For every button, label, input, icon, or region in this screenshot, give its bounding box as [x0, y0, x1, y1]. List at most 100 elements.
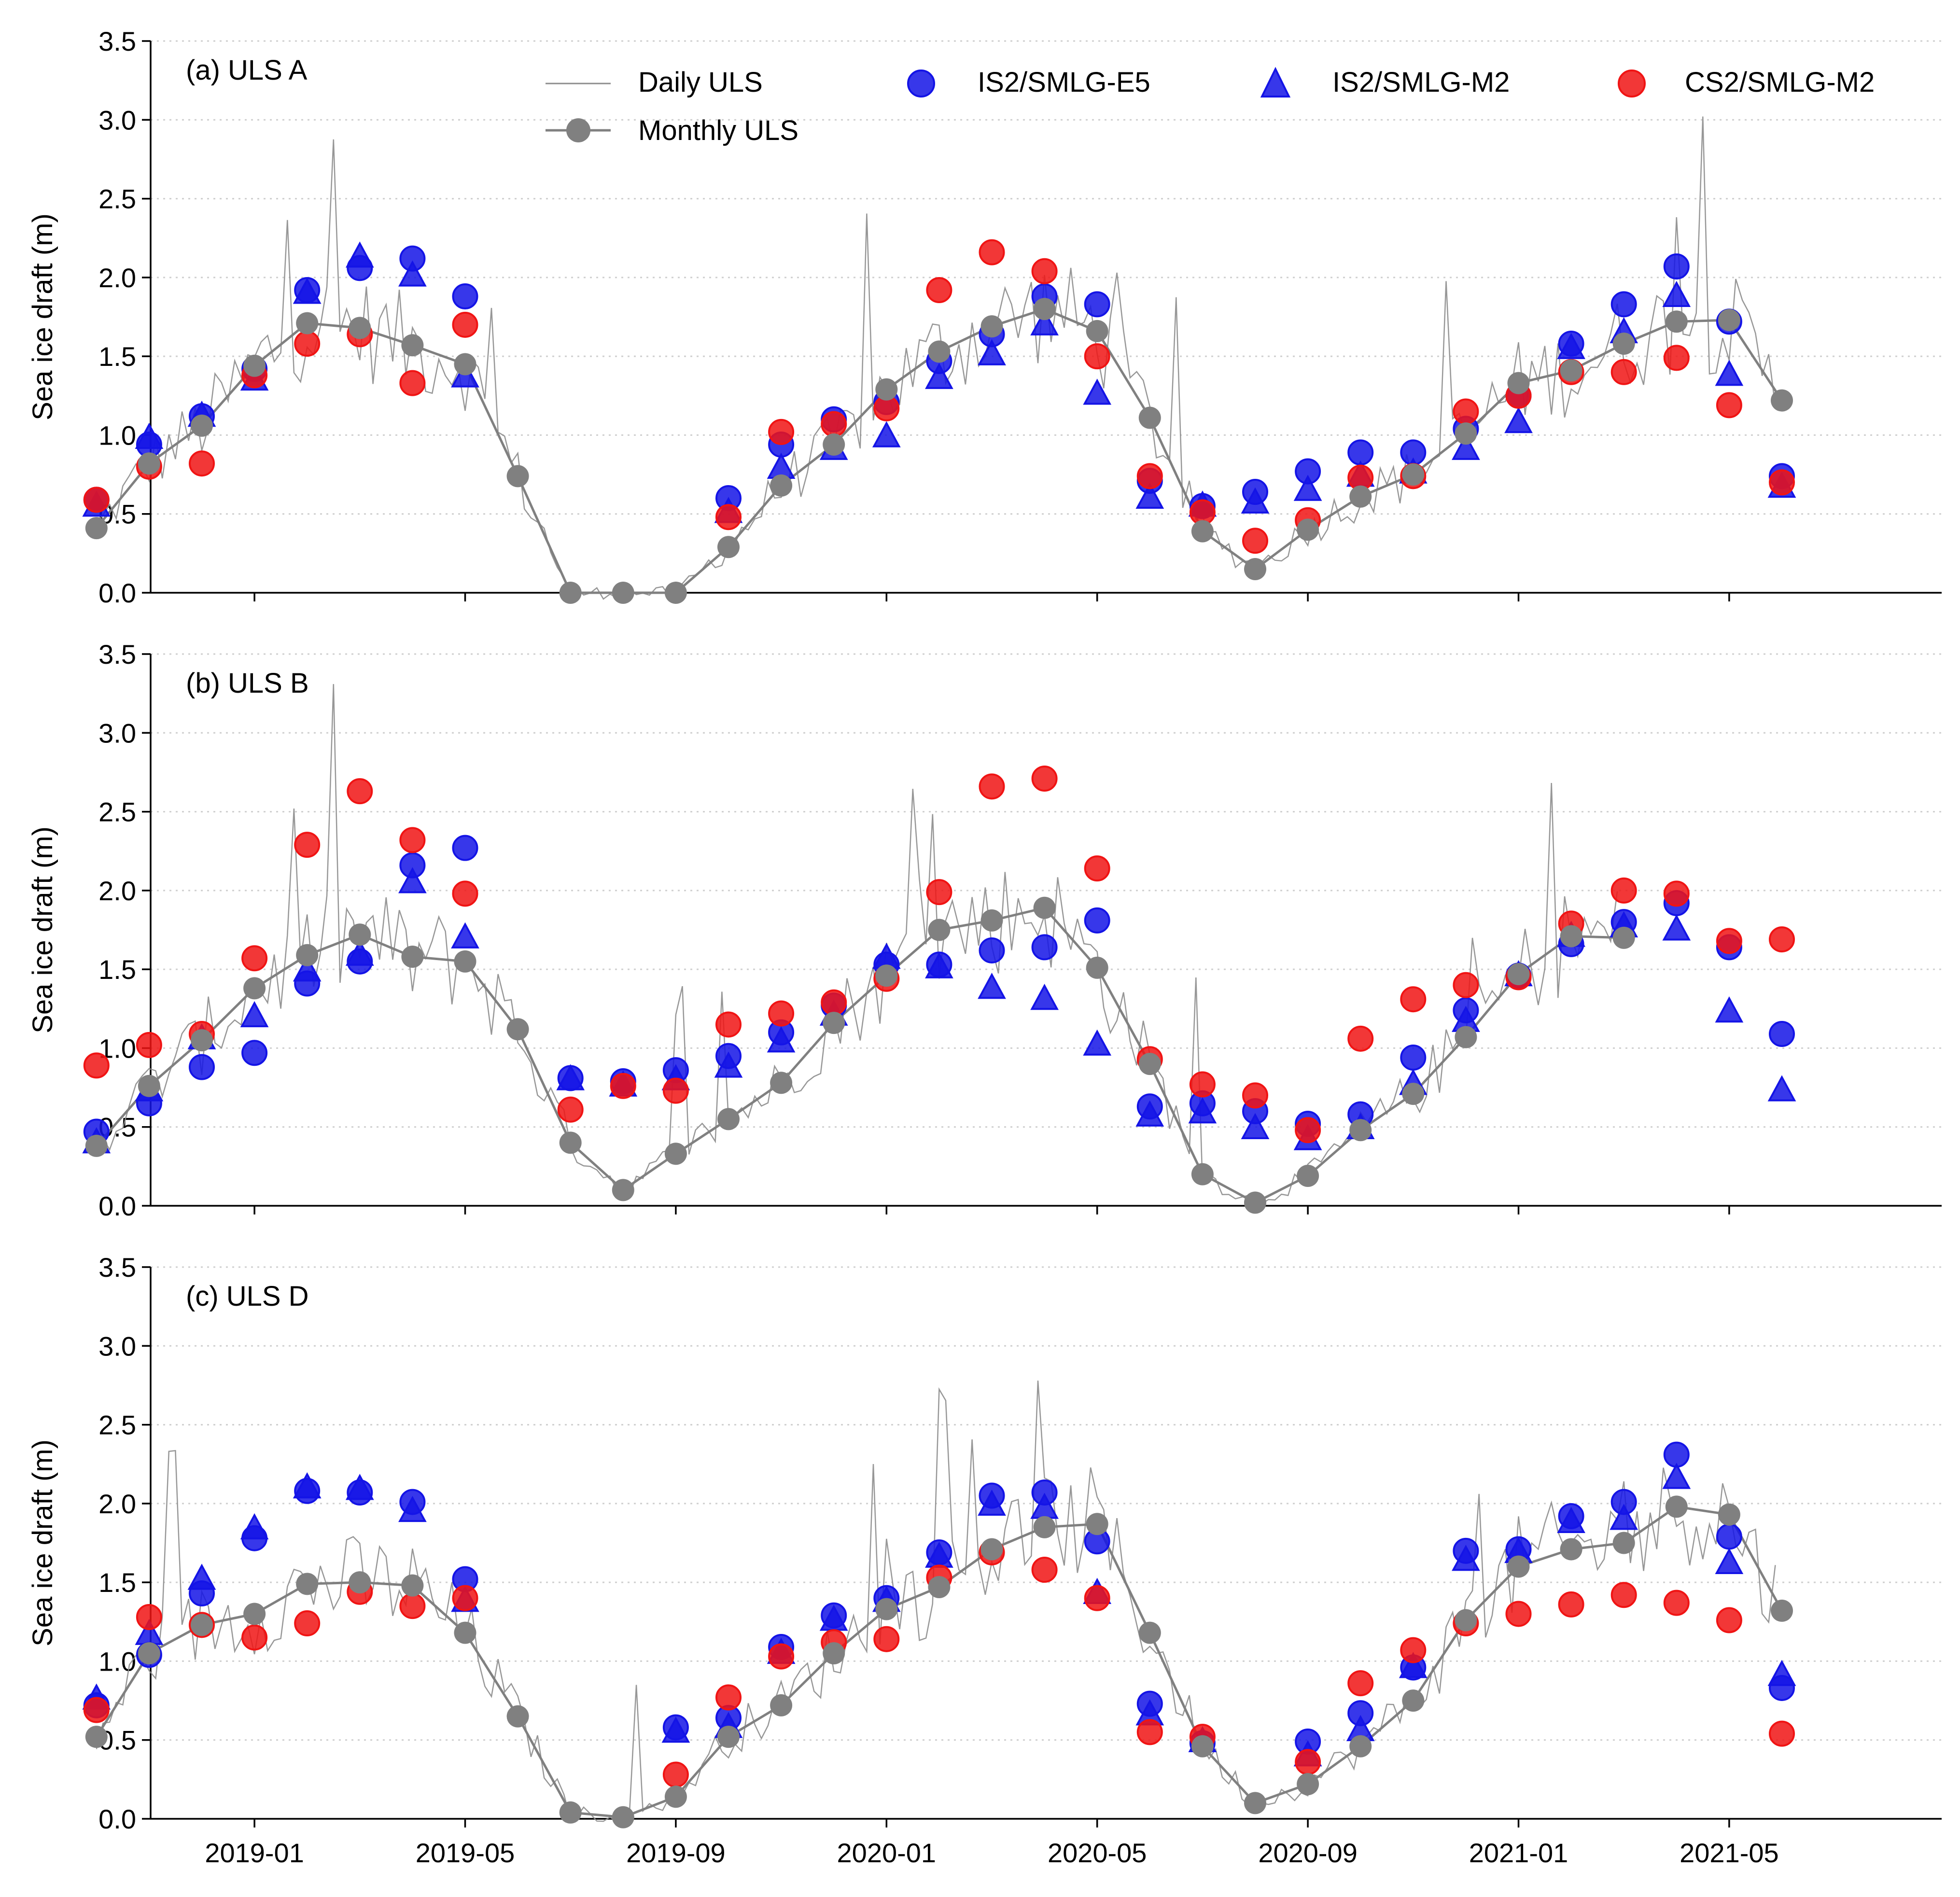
y-tick-label: 1.5: [98, 954, 136, 985]
cs2-smlg-m2-point: [1347, 1025, 1374, 1052]
is2-smlg-m2-point: [1399, 1652, 1428, 1678]
y-tick-label: 3.5: [98, 639, 136, 670]
y-tick-label: 0.0: [98, 1191, 136, 1221]
cs2-smlg-m2-point: [1347, 1670, 1374, 1697]
monthly-uls-point: [1138, 1621, 1161, 1644]
y-tick-label: 2.5: [98, 1410, 136, 1440]
is2-smlg-m2-point: [345, 241, 374, 268]
cs2-smlg-m2-point: [1610, 1582, 1637, 1608]
x-tick-label: 2020-09: [1258, 1838, 1358, 1868]
monthly-uls-point: [1402, 1689, 1425, 1712]
is2-smlg-e5-point: [1716, 1523, 1742, 1550]
is2-smlg-e5-point: [1610, 291, 1637, 318]
monthly-uls-point: [1507, 962, 1530, 985]
panel-title: (a) ULS A: [186, 55, 308, 86]
y-axis-label: Sea ice draft (m): [27, 1439, 58, 1646]
monthly-uls-point: [1086, 1513, 1108, 1535]
monthly-uls-point: [612, 1806, 634, 1828]
cs2-smlg-m2-point: [1558, 1591, 1584, 1618]
cs2-smlg-m2-point: [189, 450, 215, 477]
monthly-uls-point: [1507, 1555, 1530, 1578]
cs2-smlg-m2-point: [83, 487, 110, 513]
legend-daily-label: Daily ULS: [638, 67, 763, 98]
y-tick-label: 2.5: [98, 797, 136, 827]
monthly-uls-point: [138, 452, 160, 475]
monthly-uls-point: [1349, 485, 1372, 508]
monthly-uls-point: [1771, 1599, 1793, 1622]
cs2-smlg-m2-point: [1242, 528, 1268, 554]
is2-smlg-e5-point: [1400, 1045, 1427, 1071]
cs2-smlg-m2-point: [83, 1052, 110, 1079]
x-tick-label: 2021-05: [1680, 1838, 1779, 1868]
legend-is2m2-marker: [1260, 67, 1291, 98]
cs2-smlg-m2-point: [821, 989, 847, 1016]
monthly-uls-point: [1244, 558, 1266, 581]
is2-smlg-m2-point: [978, 973, 1006, 999]
is2-smlg-m2-point: [1083, 1029, 1112, 1056]
monthly-uls-point: [1349, 1119, 1372, 1142]
monthly-uls-point: [349, 317, 371, 339]
y-tick-label: 3.5: [98, 1252, 136, 1283]
monthly-uls-point: [823, 433, 845, 456]
is2-smlg-m2-point: [293, 955, 322, 982]
cs2-smlg-m2-point: [821, 411, 847, 437]
legend-cs2m2-marker: [1618, 70, 1646, 98]
cs2-smlg-m2-point: [1716, 928, 1742, 954]
cs2-smlg-m2-point: [1295, 1117, 1321, 1144]
x-tick-label: 2020-01: [837, 1838, 937, 1868]
is2-smlg-m2-point: [1241, 1113, 1270, 1139]
is2-smlg-m2-point: [1715, 996, 1744, 1023]
monthly-uls-point: [664, 582, 687, 604]
y-tick-label: 2.5: [98, 184, 136, 214]
monthly-uls-point: [717, 536, 740, 558]
cs2-smlg-m2-point: [241, 945, 268, 972]
cs2-smlg-m2-point: [768, 418, 795, 445]
is2-smlg-m2-point: [240, 1001, 269, 1028]
monthly-uls-point: [980, 909, 1003, 932]
is2-smlg-m2-point: [1030, 309, 1059, 335]
monthly-uls-point: [1507, 372, 1530, 394]
monthly-uls-line: [95, 907, 1624, 1204]
is2-smlg-e5-point: [979, 937, 1005, 963]
is2-smlg-e5-point: [241, 1040, 268, 1066]
cs2-smlg-m2-point: [347, 778, 373, 805]
is2-smlg-m2-point: [1188, 1097, 1217, 1124]
monthly-uls-point: [1560, 359, 1582, 382]
y-tick-label: 3.5: [98, 26, 136, 56]
is2-smlg-m2-point: [187, 1563, 216, 1590]
monthly-uls-point: [1665, 1495, 1688, 1518]
monthly-uls-point: [559, 1801, 582, 1824]
legend: Daily ULS Monthly ULS IS2/SMLG-E5 IS2/SM…: [546, 67, 1875, 146]
monthly-uls-point: [349, 1571, 371, 1594]
cs2-smlg-m2-point: [1031, 258, 1058, 284]
cs2-smlg-m2-point: [768, 1643, 795, 1670]
monthly-uls-point: [1033, 298, 1056, 321]
monthly-uls-point: [138, 1642, 160, 1665]
monthly-uls-point: [243, 977, 266, 1000]
is2-smlg-m2-point: [1662, 914, 1691, 941]
y-tick-label: 1.0: [98, 1646, 136, 1676]
is2-smlg-m2-point: [1135, 482, 1164, 509]
y-tick-label: 2.0: [98, 1489, 136, 1519]
is2-smlg-m2-point: [978, 339, 1006, 365]
is2-smlg-m2-point: [1083, 378, 1112, 405]
monthly-uls-point: [928, 340, 951, 363]
monthly-uls-point: [1138, 406, 1161, 429]
is2-smlg-m2-point: [1715, 1548, 1744, 1574]
is2-smlg-m2-point: [925, 952, 953, 978]
monthly-uls-point: [1138, 1053, 1161, 1075]
cs2-smlg-m2-point: [399, 1593, 426, 1619]
cs2-smlg-m2-point: [1453, 972, 1479, 998]
cs2-smlg-m2-point: [715, 1684, 742, 1711]
cs2-smlg-m2-point: [1453, 398, 1479, 425]
y-tick-label: 2.0: [98, 263, 136, 293]
cs2-smlg-m2-point: [662, 1761, 689, 1788]
monthly-uls-point: [296, 944, 319, 966]
cs2-smlg-m2-point: [1084, 855, 1110, 882]
cs2-smlg-m2-point: [1769, 1720, 1795, 1747]
legend-is2m2-label: IS2/SMLG-M2: [1332, 67, 1510, 98]
monthly-uls-point: [1665, 310, 1688, 333]
y-tick-label: 3.0: [98, 1331, 136, 1361]
cs2-smlg-m2-point: [1610, 877, 1637, 904]
